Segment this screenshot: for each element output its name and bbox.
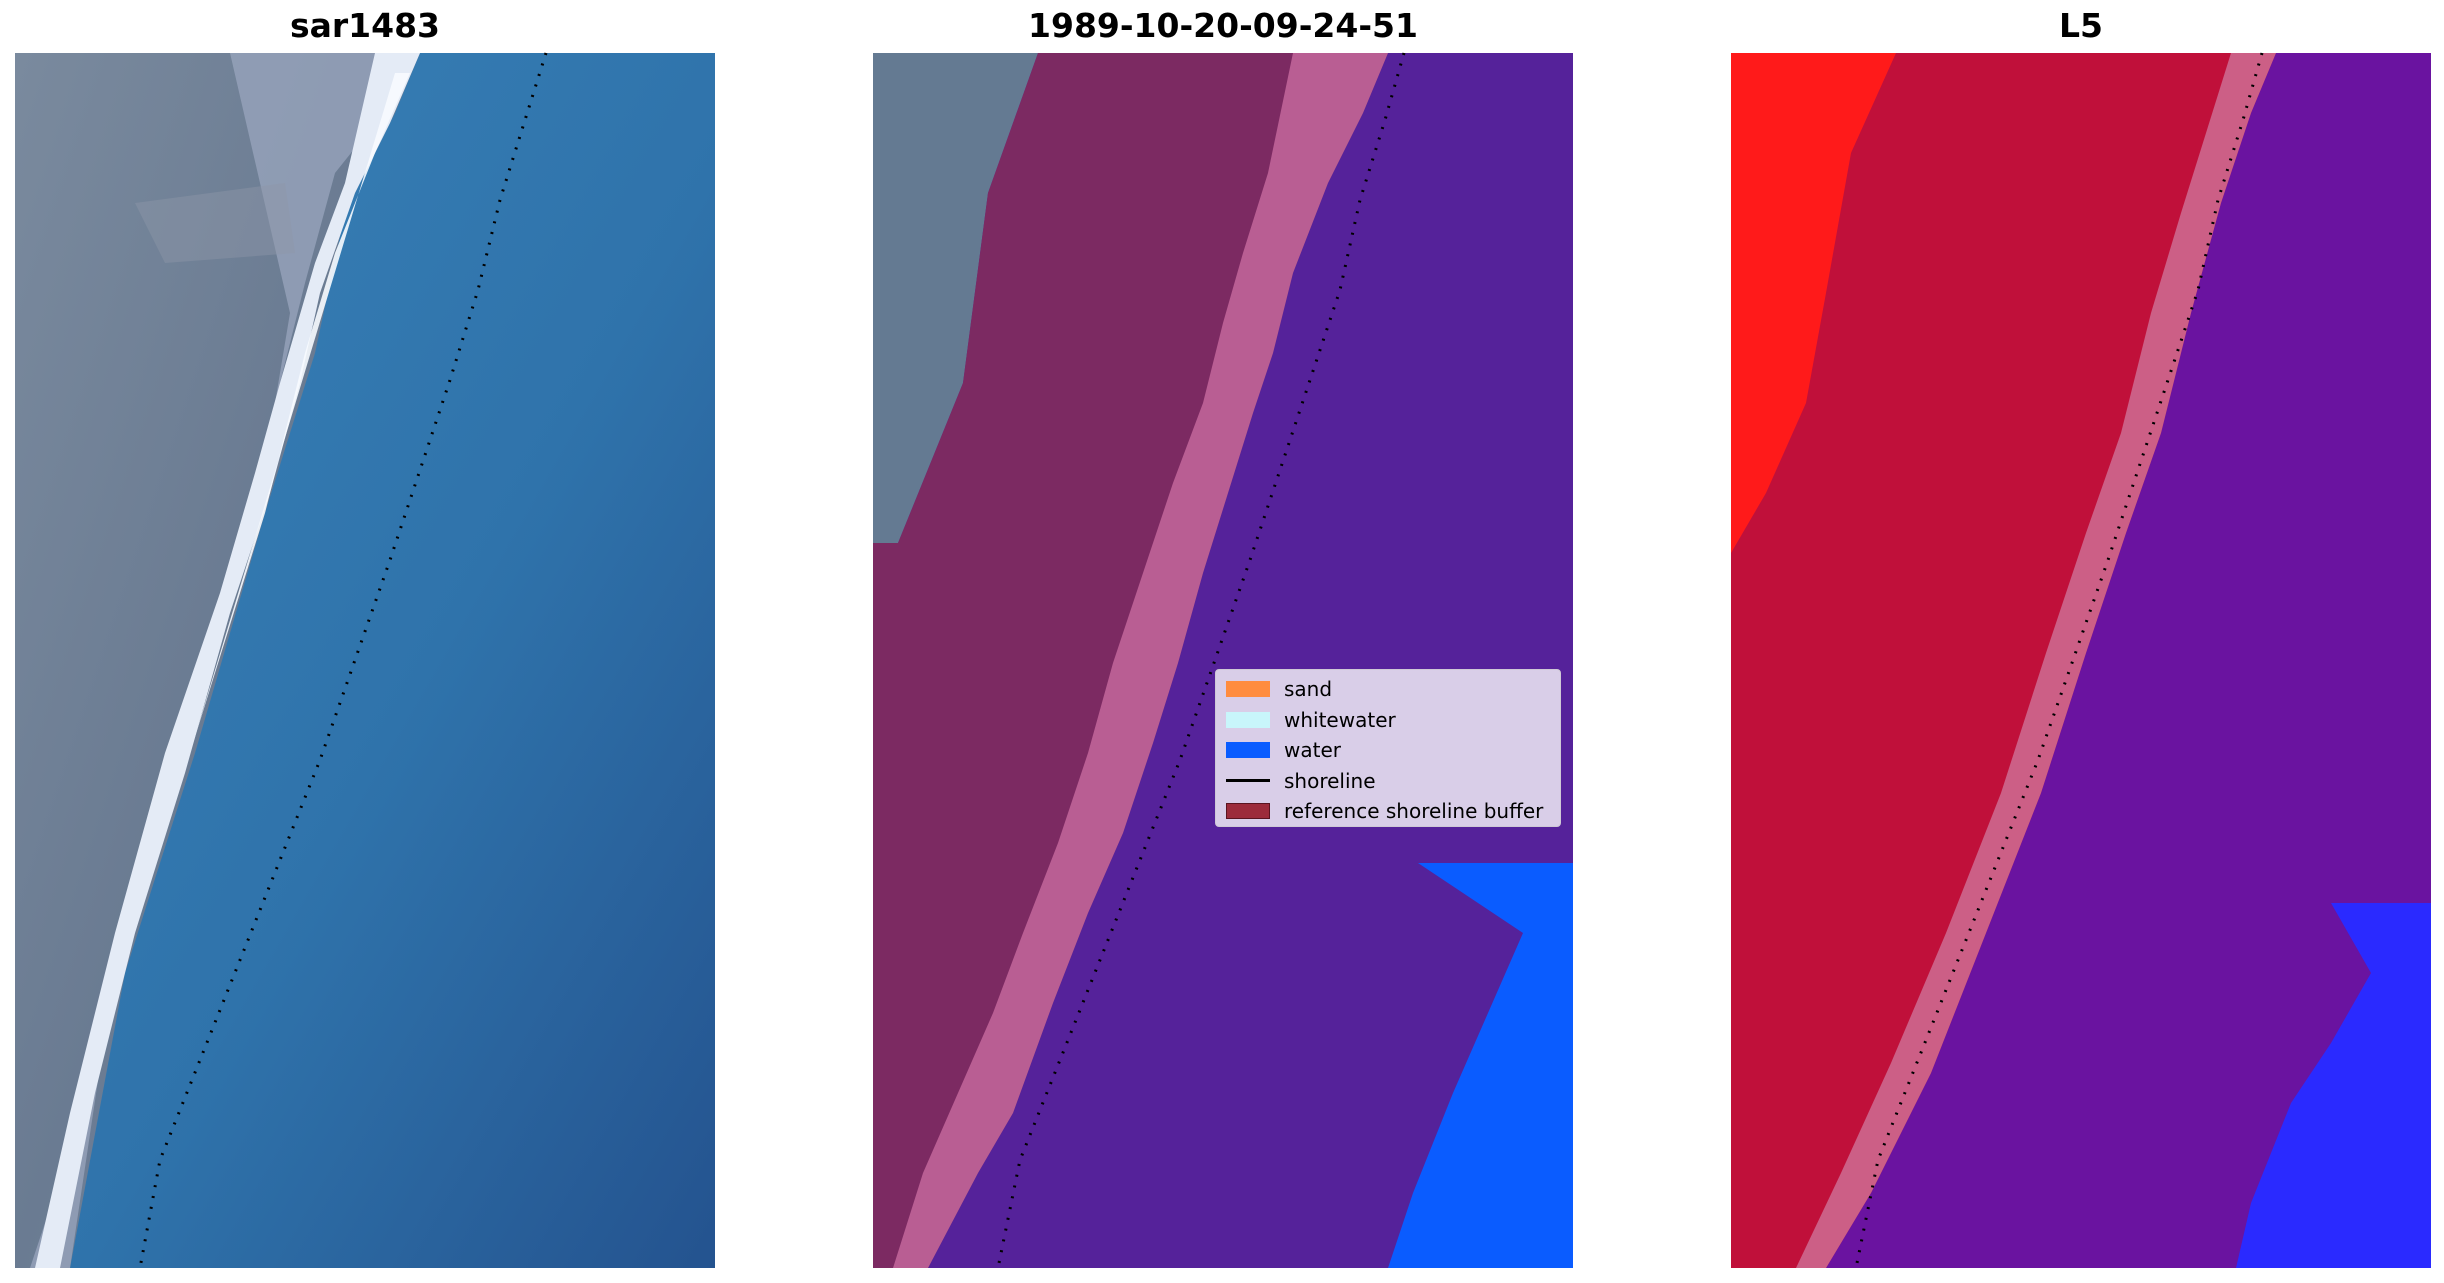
legend-swatch-water: [1226, 742, 1270, 759]
legend-swatch-whitewater: [1226, 711, 1270, 728]
shoreline-line-right: [1854, 52, 2264, 1269]
legend-label-shoreline: shoreline: [1284, 768, 1376, 793]
rgb-image: [15, 53, 715, 1268]
legend-item-sand: sand: [1226, 674, 1550, 705]
probability-image-panel: [1731, 53, 2431, 1268]
legend-label-reference-shoreline-buffer: reference shoreline buffer: [1284, 799, 1544, 824]
panel-title-left: sar1483: [289, 6, 441, 45]
shoreline-line-left: [138, 52, 548, 1269]
legend-label-sand: sand: [1284, 677, 1333, 702]
panel-title-middle: 1989-10-20-09-24-51: [1028, 6, 1418, 45]
legend-label-water: water: [1284, 738, 1341, 763]
panel-title-right: L5: [2059, 6, 2103, 45]
legend-swatch-sand: [1226, 681, 1270, 698]
legend-item-reference-shoreline-buffer: reference shoreline buffer: [1226, 796, 1550, 827]
legend: sand whitewater water shoreline referenc…: [1215, 669, 1561, 827]
rgb-image-panel: [15, 53, 715, 1268]
probability-image: [1731, 53, 2431, 1268]
shoreline-line-middle: [996, 52, 1406, 1269]
legend-item-whitewater: whitewater: [1226, 705, 1550, 736]
legend-swatch-reference-shoreline-buffer: [1226, 803, 1270, 820]
classified-image-panel: [873, 53, 1573, 1268]
legend-line-shoreline: [1226, 779, 1270, 783]
legend-item-water: water: [1226, 735, 1550, 766]
legend-label-whitewater: whitewater: [1284, 707, 1396, 732]
classified-image: [873, 53, 1573, 1268]
legend-item-shoreline: shoreline: [1226, 766, 1550, 797]
